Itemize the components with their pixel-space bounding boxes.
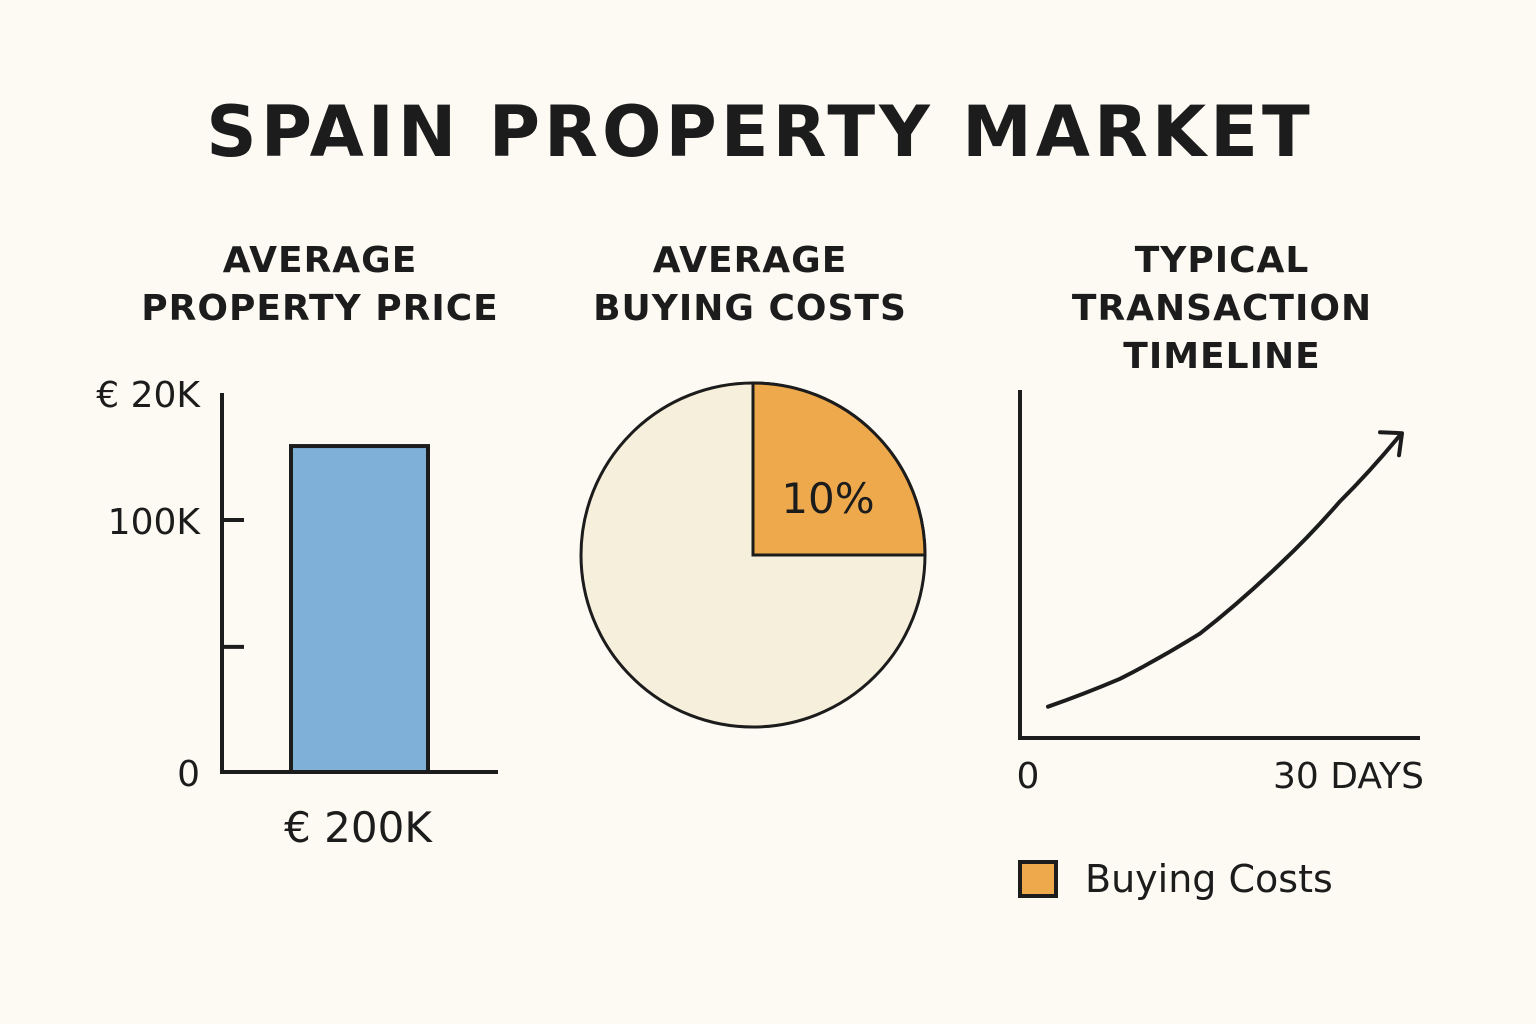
line-x-start-label: 0 [1017, 756, 1040, 797]
legend-label-buying-costs: Buying Costs [1085, 857, 1333, 901]
bar-y-tick-label: € 20K [96, 375, 201, 416]
bar-chart: AVERAGE PROPERTY PRICE 0 100K € 20K € 200K [96, 240, 498, 852]
pie-chart-title-line1: AVERAGE [653, 240, 848, 281]
legend-swatch-buying-costs [1018, 860, 1058, 898]
pie-chart: AVERAGE BUYING COSTS 10% [579, 240, 927, 729]
line-chart-title-line2: TRANSACTION [1072, 288, 1372, 329]
line-x-end-label: 30 DAYS [1273, 756, 1424, 797]
bar-chart-title-line1: AVERAGE [223, 240, 418, 281]
bar-y-tick-label: 100K [108, 502, 202, 543]
bar-category-label: € 200K [284, 803, 433, 852]
line-chart: TYPICAL TRANSACTION TIMELINE 0 30 DAYS B… [1017, 240, 1424, 901]
bar-chart-title-line2: PROPERTY PRICE [141, 288, 498, 329]
page-title: SPAIN PROPERTY MARKET [206, 91, 1313, 173]
bar-y-tick-label: 0 [177, 754, 200, 795]
line-series-buying-costs [1046, 433, 1402, 709]
line-chart-title-line1: TYPICAL [1135, 240, 1310, 281]
bar-average-price [289, 444, 430, 774]
line-chart-title-line3: TIMELINE [1123, 336, 1320, 377]
pie-slice-buying-costs [751, 381, 927, 557]
pie-chart-title-line2: BUYING COSTS [593, 288, 907, 329]
arrow-head-icon [1378, 430, 1404, 458]
pie-slice-label: 10% [781, 474, 874, 523]
